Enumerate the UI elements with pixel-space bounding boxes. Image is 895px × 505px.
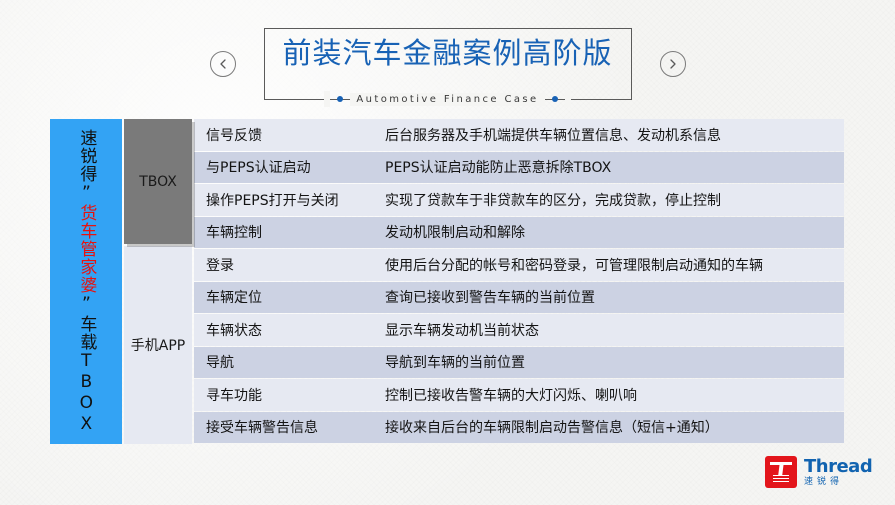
row-feature-name: 信号反馈 [206,127,262,144]
row-feature-name: 车辆控制 [206,225,262,242]
company-logo: Thread 速锐得 [765,452,885,492]
logo-mark-icon [765,456,797,488]
table-row[interactable]: 车辆状态 显示车辆发动机当前状态 [194,314,844,346]
product-banner-label: 速锐得”货车管家婆”车载TBOX [76,128,97,435]
page-title: 前装汽车金融案例高阶版 [282,36,613,70]
banner-quote-open: ” [76,182,97,204]
row-feature-description: 查询已接收到警告车辆的当前位置 [385,290,595,307]
banner-quote-close: ” [76,293,97,315]
logo-text-block: Thread 速锐得 [804,455,873,487]
next-slide-button[interactable] [659,51,686,77]
chevron-right-icon [668,58,678,70]
table-row[interactable]: 登录 使用后台分配的帐号和密码登录，可管理限制启动通知的车辆 [194,249,844,281]
row-feature-description: PEPS认证启动能防止恶意拆除TBOX [385,160,612,177]
banner-suffix: 车载TBOX [76,314,97,435]
table-row[interactable]: 车辆控制 发动机限制启动和解除 [194,216,844,248]
row-feature-description: 显示车辆发动机当前状态 [385,322,539,339]
row-feature-description: 实现了贷款车于非贷款车的区分，完成贷款，停止控制 [385,192,721,209]
row-feature-name: 寻车功能 [206,387,262,404]
table-row[interactable]: 与PEPS认证启动 PEPS认证启动能防止恶意拆除TBOX [194,151,844,183]
row-feature-name: 导航 [206,355,234,372]
prev-slide-button[interactable] [209,51,236,77]
row-feature-name: 车辆定位 [206,290,262,307]
title-frame: 前装汽车金融案例高阶版 Automotive Finance Case [263,28,632,107]
logo-chinese-name: 速锐得 [804,476,844,487]
logo-mark-stack [773,475,789,483]
product-banner: 速锐得”货车管家婆”车载TBOX [50,119,122,444]
row-feature-name: 操作PEPS打开与关闭 [206,192,339,209]
banner-prefix: 速锐得 [76,128,97,183]
table-row[interactable]: 车辆定位 查询已接收到警告车辆的当前位置 [194,281,844,313]
category-cell-tbox[interactable]: TBOX [124,119,192,244]
row-feature-name: 与PEPS认证启动 [206,160,311,177]
feature-table: 速锐得”货车管家婆”车载TBOX TBOX 手机APP 信号反馈 后台服务器及手机… [50,119,844,444]
table-row[interactable]: 寻车功能 控制已接收告警车辆的大灯闪烁、喇叭响 [194,379,844,411]
row-feature-description: 导航到车辆的当前位置 [385,355,525,372]
row-feature-name: 接受车辆警告信息 [206,420,318,437]
table-row[interactable]: 信号反馈 后台服务器及手机端提供车辆位置信息、发动机系信息 [194,119,844,151]
category-column: TBOX 手机APP [124,119,192,444]
feature-rows: 信号反馈 后台服务器及手机端提供车辆位置信息、发动机系信息与PEPS认证启动 PEP… [194,119,844,444]
table-row[interactable]: 导航 导航到车辆的当前位置 [194,346,844,378]
logo-mark-stem [778,462,784,476]
slide-header: 前装汽车金融案例高阶版 Automotive Finance Case [0,28,895,107]
row-feature-name: 车辆状态 [206,322,262,339]
table-row[interactable]: 操作PEPS打开与关闭 实现了贷款车于非贷款车的区分，完成贷款，停止控制 [194,184,844,216]
row-feature-description: 控制已接收告警车辆的大灯闪烁、喇叭响 [385,387,637,404]
chevron-left-icon [218,58,228,70]
logo-wordmark: Thread [804,455,873,477]
table-row[interactable]: 接受车辆警告信息 接收来自后台的车辆限制启动告警信息（短信+通知） [194,411,844,443]
category-cell-mobile-app[interactable]: 手机APP [124,246,192,444]
row-feature-name: 登录 [206,257,234,274]
row-feature-description: 使用后台分配的帐号和密码登录，可管理限制启动通知的车辆 [385,257,763,274]
row-feature-description: 接收来自后台的车辆限制启动告警信息（短信+通知） [385,420,719,437]
row-feature-description: 发动机限制启动和解除 [385,225,525,242]
banner-highlight: 货车管家婆 [76,203,97,294]
row-feature-description: 后台服务器及手机端提供车辆位置信息、发动机系信息 [385,127,721,144]
